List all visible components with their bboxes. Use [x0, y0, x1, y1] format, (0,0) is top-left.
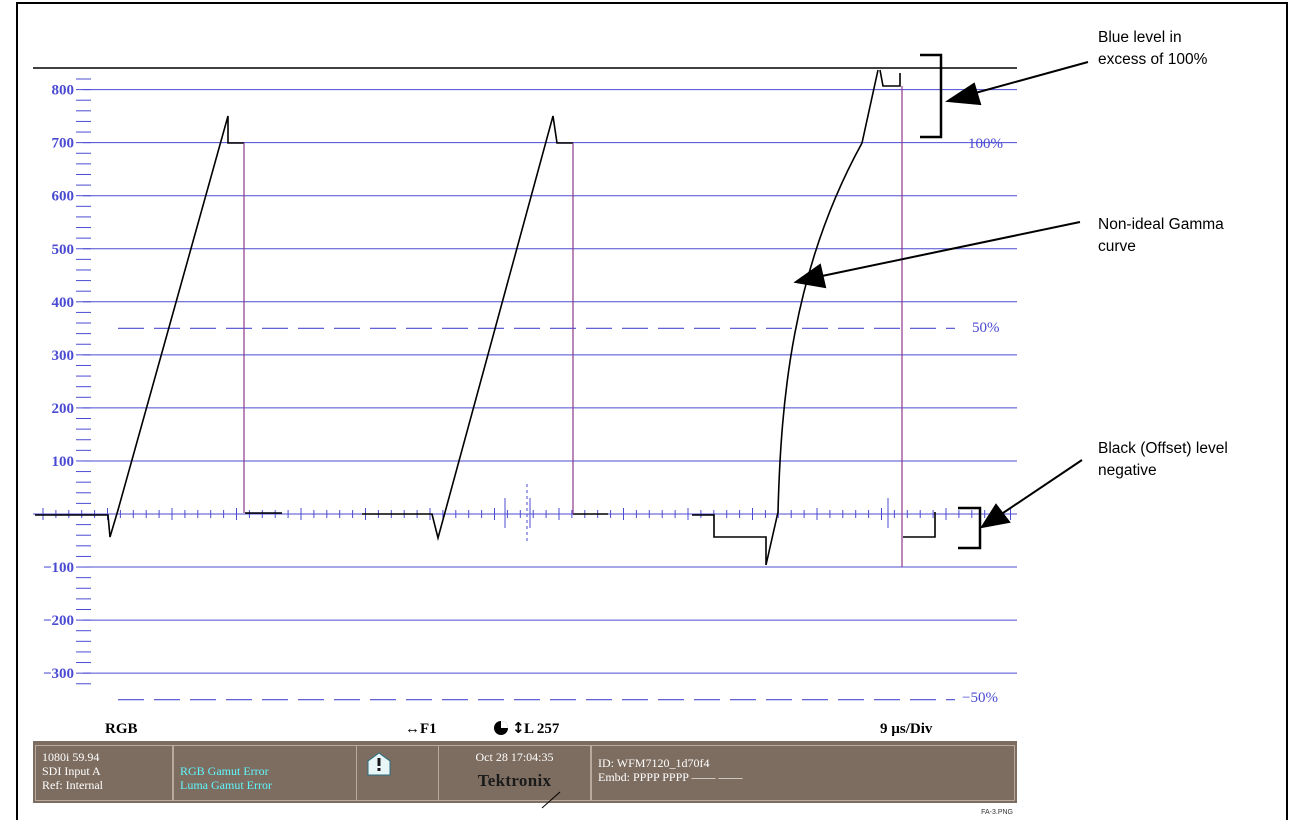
- arrow-blue-line: [967, 61, 1089, 96]
- y-tick-label: 800: [52, 83, 75, 99]
- arrow-blue-head: [945, 82, 982, 106]
- field-label: ↔F1: [405, 721, 437, 737]
- y-tick-label: 200: [52, 401, 75, 417]
- updown-arrow-icon: ↕: [512, 719, 525, 737]
- alarm-icon-mark: [377, 758, 381, 766]
- percent-100-label: 100%: [968, 136, 1003, 152]
- format-text: 1080i 59.94: [42, 750, 100, 764]
- y-tick-label: 300: [52, 348, 75, 364]
- status-bar: 1080i 59.94 SDI Input A Ref: Internal RG…: [33, 741, 1017, 803]
- signal-info-panel: 1080i 59.94 SDI Input A Ref: Internal: [35, 745, 173, 801]
- mode-label: RGB: [105, 721, 138, 737]
- clock-brand-panel: Oct 28 17:04:35 Tektronix: [439, 745, 591, 801]
- timebase-label: 9 µs/Div: [880, 721, 933, 737]
- graticule: 800 700 600 500 400 300 200 100 −100 −200 −300: [33, 78, 1017, 701]
- brand-logo: Tektronix: [477, 771, 552, 790]
- status-bar-pointer: [541, 791, 561, 809]
- arrow-black-head: [979, 503, 1011, 529]
- input-text: SDI Input A: [42, 764, 101, 778]
- bracket-black-level: [958, 506, 982, 550]
- embedded-audio-text: Embd: PPPP PPPP —— ——: [598, 770, 743, 784]
- waveform-segment-2: [362, 115, 573, 542]
- datetime-text: Oct 28 17:04:35: [475, 750, 554, 764]
- error-panel: RGB Gamut Error Luma Gamut Error: [173, 745, 357, 801]
- percent-neg50-label: −50%: [962, 690, 998, 706]
- waveform-segment-3-top: [879, 69, 901, 87]
- y-tick-label: 700: [52, 136, 75, 152]
- callout-arrows: [793, 61, 1089, 529]
- rgb-waveform-trace: [35, 69, 936, 566]
- rgb-gamut-error: RGB Gamut Error: [180, 764, 269, 778]
- alarm-icon[interactable]: [367, 752, 391, 776]
- figure-border: [16, 2, 1288, 820]
- y-tick-label: −300: [43, 666, 74, 682]
- y-tick-label: 100: [52, 454, 75, 470]
- y-tick-label: −200: [43, 613, 74, 629]
- luma-gamut-error: Luma Gamut Error: [180, 778, 272, 792]
- waveform-segment-3: [692, 69, 879, 566]
- y-tick-label: 500: [52, 242, 75, 258]
- y-tick-label: −100: [43, 560, 74, 576]
- image-filename: FA-3.PNG: [981, 809, 1013, 816]
- waveform-segment-1: [35, 115, 244, 538]
- bracket-blue-level: [920, 53, 943, 139]
- arrow-black-line: [999, 459, 1083, 516]
- arrow-gamma-line: [821, 221, 1081, 277]
- line-label: L 257: [524, 721, 560, 737]
- field-transition-lines: [243, 86, 903, 567]
- arrow-gamma-head: [793, 263, 827, 289]
- percent-50-label: 50%: [972, 320, 1000, 336]
- y-tick-label: 600: [52, 189, 75, 205]
- instrument-id-text: ID: WFM7120_1d70f4: [598, 756, 710, 770]
- status-bar-pointer-line: [541, 791, 561, 809]
- ref-text: Ref: Internal: [42, 778, 103, 792]
- knob-icon-highlight: [501, 721, 508, 728]
- instrument-id-panel: ID: WFM7120_1d70f4 Embd: PPPP PPPP —— ——: [591, 745, 1015, 801]
- waveform-segment-3-tail: [903, 512, 936, 538]
- alarm-icon-dot: [377, 768, 381, 771]
- y-tick-label: 400: [52, 295, 75, 311]
- alarm-icon-panel: [357, 745, 439, 801]
